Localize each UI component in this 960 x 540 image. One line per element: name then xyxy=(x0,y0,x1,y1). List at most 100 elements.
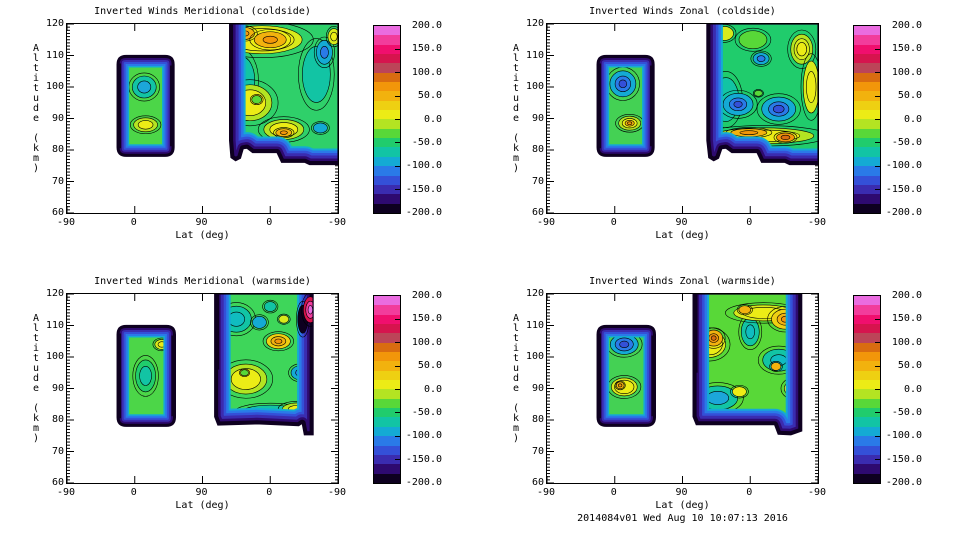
colorbar-tick-label: -50.0 xyxy=(411,406,442,418)
colorbar-tick xyxy=(875,119,881,120)
colorbar-tick-label: 150.0 xyxy=(411,313,442,325)
colorbar-band xyxy=(854,473,880,483)
colorbar-band xyxy=(854,110,880,120)
y-axis-label-char: ( xyxy=(512,133,520,144)
y-axis-label-char: t xyxy=(512,83,520,94)
colorbar-band xyxy=(374,296,400,306)
colorbar-band xyxy=(374,110,400,120)
y-tick-label: 120 xyxy=(525,288,544,299)
colorbar-band xyxy=(854,100,880,111)
plot-area xyxy=(66,293,339,484)
y-axis-label-char: i xyxy=(512,343,520,354)
x-axis-label: Lat (deg) xyxy=(175,500,230,511)
y-axis-label-char: l xyxy=(512,323,520,334)
x-tick-label: 0 xyxy=(130,217,137,228)
colorbar-tick-label: 50.0 xyxy=(417,90,442,102)
colorbar-band xyxy=(854,398,880,409)
colorbar-band xyxy=(374,194,400,204)
y-axis-label-char: i xyxy=(32,343,40,354)
y-axis-label-char: u xyxy=(32,93,40,104)
y-tick-label: 120 xyxy=(45,18,64,29)
y-axis-label-char: d xyxy=(32,103,40,114)
y-tick-label: 60 xyxy=(51,207,64,218)
colorbar-tick-label: -200.0 xyxy=(405,477,442,488)
y-tick-label: 70 xyxy=(51,175,64,187)
contour-plot xyxy=(67,294,338,483)
colorbar-band xyxy=(854,370,880,381)
colorbar-tick xyxy=(875,189,881,191)
colorbar-band xyxy=(374,44,400,55)
colorbar-tick xyxy=(395,189,401,191)
colorbar-band xyxy=(854,464,880,474)
y-axis-label-char: t xyxy=(32,63,40,74)
colorbar-band xyxy=(374,473,400,483)
colorbar-band xyxy=(374,342,400,353)
x-tick-label: -90 xyxy=(536,487,556,498)
colorbar-band xyxy=(854,305,880,315)
x-tick-label: 90 xyxy=(675,487,688,498)
colorbar-band xyxy=(374,454,400,465)
y-tick-label: 120 xyxy=(525,18,544,29)
colorbar-band xyxy=(374,436,400,446)
y-tick-label: 70 xyxy=(531,445,544,457)
plot-area xyxy=(546,293,819,484)
colorbar-tick-label: 0.0 xyxy=(903,113,922,125)
colorbar-band xyxy=(854,454,880,465)
x-tick-label: 0 xyxy=(610,487,617,498)
colorbar-tick-label: 100.0 xyxy=(891,336,922,348)
colorbar-tick xyxy=(395,318,401,320)
colorbar-band xyxy=(374,63,400,73)
y-axis-label-char: l xyxy=(32,323,40,334)
colorbar-band xyxy=(374,119,400,129)
y-axis-label-char: t xyxy=(32,83,40,94)
colorbar-tick-label: -150.0 xyxy=(885,183,922,195)
x-tick-label: 0 xyxy=(610,217,617,228)
colorbar-tick xyxy=(875,48,881,50)
x-tick-label: -90 xyxy=(807,217,827,228)
y-axis-label-char: m xyxy=(512,423,520,434)
colorbar-band xyxy=(374,426,400,437)
y-tick-label: 110 xyxy=(525,319,544,331)
colorbar-tick xyxy=(395,459,401,461)
colorbar-tick-label: 200.0 xyxy=(891,290,922,301)
y-tick-label: 110 xyxy=(45,319,64,331)
colorbar-tick-label: -150.0 xyxy=(885,453,922,465)
y-axis-label-char: ) xyxy=(512,163,520,174)
colorbar-band xyxy=(374,166,400,176)
y-axis-label-char: d xyxy=(32,373,40,384)
colorbar-band xyxy=(854,361,880,371)
y-axis-label-char: u xyxy=(32,363,40,374)
y-axis-label-char: ( xyxy=(32,133,40,144)
colorbar-tick-label: 150.0 xyxy=(891,313,922,325)
y-tick-label: 70 xyxy=(531,175,544,187)
y-axis-label-char: ) xyxy=(32,433,40,444)
colorbar-band xyxy=(374,26,400,36)
colorbar-tick xyxy=(395,48,401,50)
contour-plot xyxy=(547,294,818,483)
y-axis-label-char: ) xyxy=(512,433,520,444)
y-tick-label: 80 xyxy=(51,414,64,425)
colorbar-tick xyxy=(395,119,401,120)
y-axis-label-char: A xyxy=(32,313,40,324)
colorbar-tick-label: -100.0 xyxy=(405,430,442,442)
colorbar-band xyxy=(374,417,400,427)
colorbar xyxy=(853,295,881,484)
y-tick-label: 100 xyxy=(525,351,544,362)
colorbar-tick-label: -150.0 xyxy=(405,183,442,195)
colorbar-tick-label: 200.0 xyxy=(411,20,442,31)
y-tick-label: 80 xyxy=(531,144,544,155)
y-axis-label-char: t xyxy=(512,353,520,364)
colorbar-band xyxy=(854,175,880,185)
colorbar-band xyxy=(854,119,880,129)
colorbar-tick xyxy=(875,142,881,144)
colorbar-band xyxy=(374,54,400,64)
y-tick-label: 100 xyxy=(45,351,64,362)
colorbar-band xyxy=(374,464,400,474)
y-axis-label-char: t xyxy=(512,63,520,74)
x-tick-label: 0 xyxy=(266,217,273,228)
colorbar-tick-label: 200.0 xyxy=(891,20,922,31)
y-axis-label-char: A xyxy=(32,43,40,54)
colorbar-band xyxy=(854,128,880,139)
x-tick-label: 90 xyxy=(195,217,208,228)
y-axis-label-char: k xyxy=(32,143,40,154)
